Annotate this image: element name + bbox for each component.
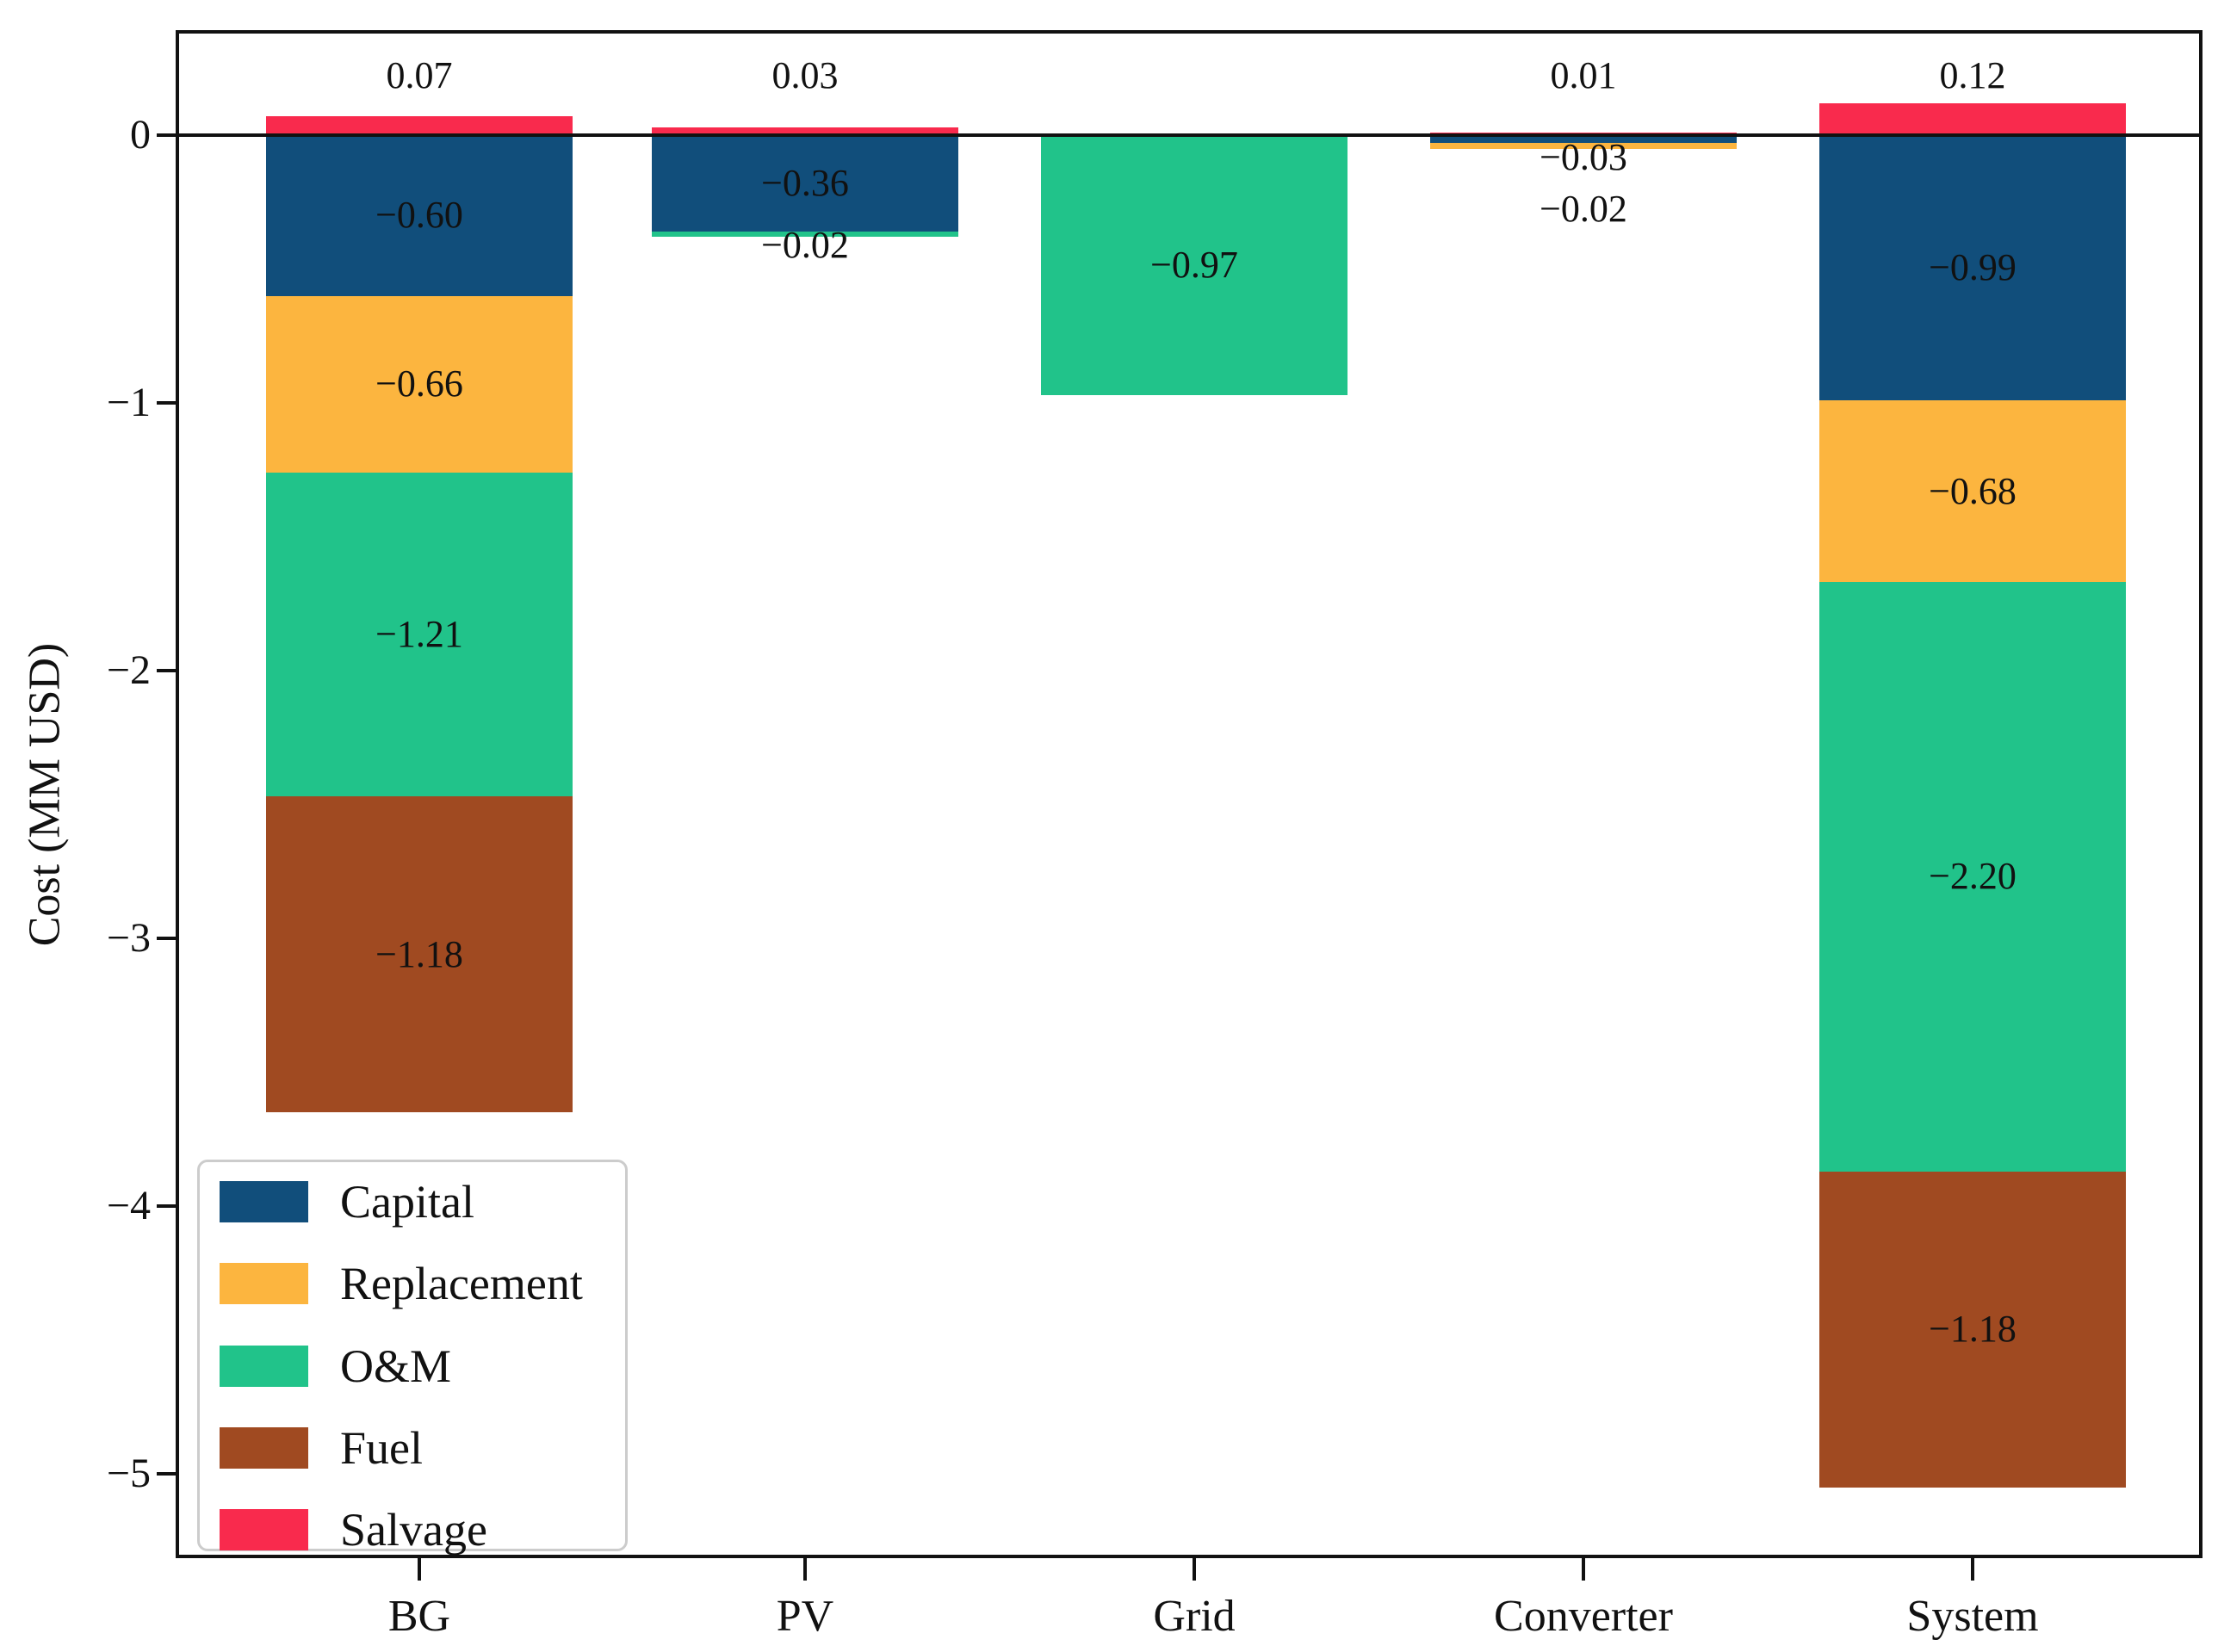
- x-tick: [803, 1558, 807, 1581]
- bar-value-label: −1.21: [375, 613, 463, 655]
- x-tick: [1971, 1558, 1974, 1581]
- x-tick-label: Converter: [1494, 1592, 1673, 1641]
- x-tick-label: BG: [387, 1592, 451, 1641]
- bar-segment: [266, 135, 573, 296]
- bar-segment: [1041, 135, 1348, 395]
- bar-value-label: −0.60: [375, 194, 463, 237]
- y-tick: [157, 937, 176, 940]
- x-tick: [1582, 1558, 1585, 1581]
- bar-segment: [266, 116, 573, 135]
- bar-value-label: −0.02: [1540, 187, 1627, 230]
- bar-segment: [1819, 135, 2126, 400]
- bar-segment: [652, 135, 958, 232]
- y-tick: [157, 401, 176, 405]
- bar-total-label: 0.12: [1939, 54, 2006, 96]
- bar-value-label: −0.99: [1929, 245, 2017, 288]
- bar-total-label: 0.07: [386, 54, 453, 96]
- y-tick: [157, 133, 176, 137]
- bar-value-label: −0.68: [1929, 469, 2017, 512]
- bar-segment: [652, 127, 958, 135]
- bar-value-label: −0.66: [375, 362, 463, 405]
- legend-item-label: Salvage: [340, 1504, 487, 1556]
- legend-swatch: [220, 1426, 308, 1469]
- x-tick-label: System: [1906, 1592, 2039, 1641]
- legend-item-label: Capital: [340, 1176, 474, 1228]
- bar-value-label: −2.20: [1929, 855, 2017, 898]
- bar-segment: [1430, 135, 1737, 144]
- legend-swatch: [220, 1345, 308, 1387]
- bar-value-label: −1.18: [375, 932, 463, 975]
- legend-item-label: O&M: [340, 1340, 452, 1392]
- bar-segment: [1819, 1171, 2126, 1488]
- legend-item-label: Replacement: [340, 1258, 583, 1310]
- x-tick-label: Grid: [1153, 1592, 1236, 1641]
- bar-segment: [652, 231, 958, 238]
- bar-value-label: −0.03: [1540, 135, 1627, 178]
- bar-total-label: 0.03: [771, 54, 839, 96]
- bar-segment: [1819, 399, 2126, 583]
- bar-segment: [1819, 102, 2126, 135]
- x-tick: [418, 1558, 421, 1581]
- bar-segment: [266, 472, 573, 797]
- y-tick-label: 0: [130, 112, 151, 158]
- bar-value-label: −0.36: [761, 161, 849, 204]
- bar-segment: [1819, 582, 2126, 1172]
- bar-total-label: 0.01: [1550, 54, 1617, 96]
- y-tick-label: −3: [106, 915, 151, 961]
- bar-segment: [266, 295, 573, 473]
- bar-value-label: −1.18: [1929, 1308, 2017, 1351]
- legend-item-label: Fuel: [340, 1421, 424, 1474]
- zero-line: [176, 133, 2203, 137]
- y-tick-label: −2: [106, 647, 151, 693]
- bar-segment: [266, 796, 573, 1113]
- bar-value-label: −0.02: [761, 224, 849, 267]
- y-tick-label: −5: [106, 1451, 151, 1496]
- y-tick-label: −4: [106, 1183, 151, 1228]
- legend-swatch: [220, 1181, 308, 1222]
- legend-swatch: [220, 1263, 308, 1305]
- y-tick: [157, 1472, 176, 1476]
- x-tick-label: PV: [776, 1592, 834, 1641]
- legend-swatch: [220, 1509, 308, 1551]
- y-tick: [157, 1204, 176, 1208]
- y-tick-label: −1: [106, 380, 151, 425]
- x-tick: [1193, 1558, 1196, 1581]
- bar-segment: [1430, 143, 1737, 149]
- bar-value-label: −0.97: [1150, 243, 1238, 286]
- y-tick: [157, 669, 176, 672]
